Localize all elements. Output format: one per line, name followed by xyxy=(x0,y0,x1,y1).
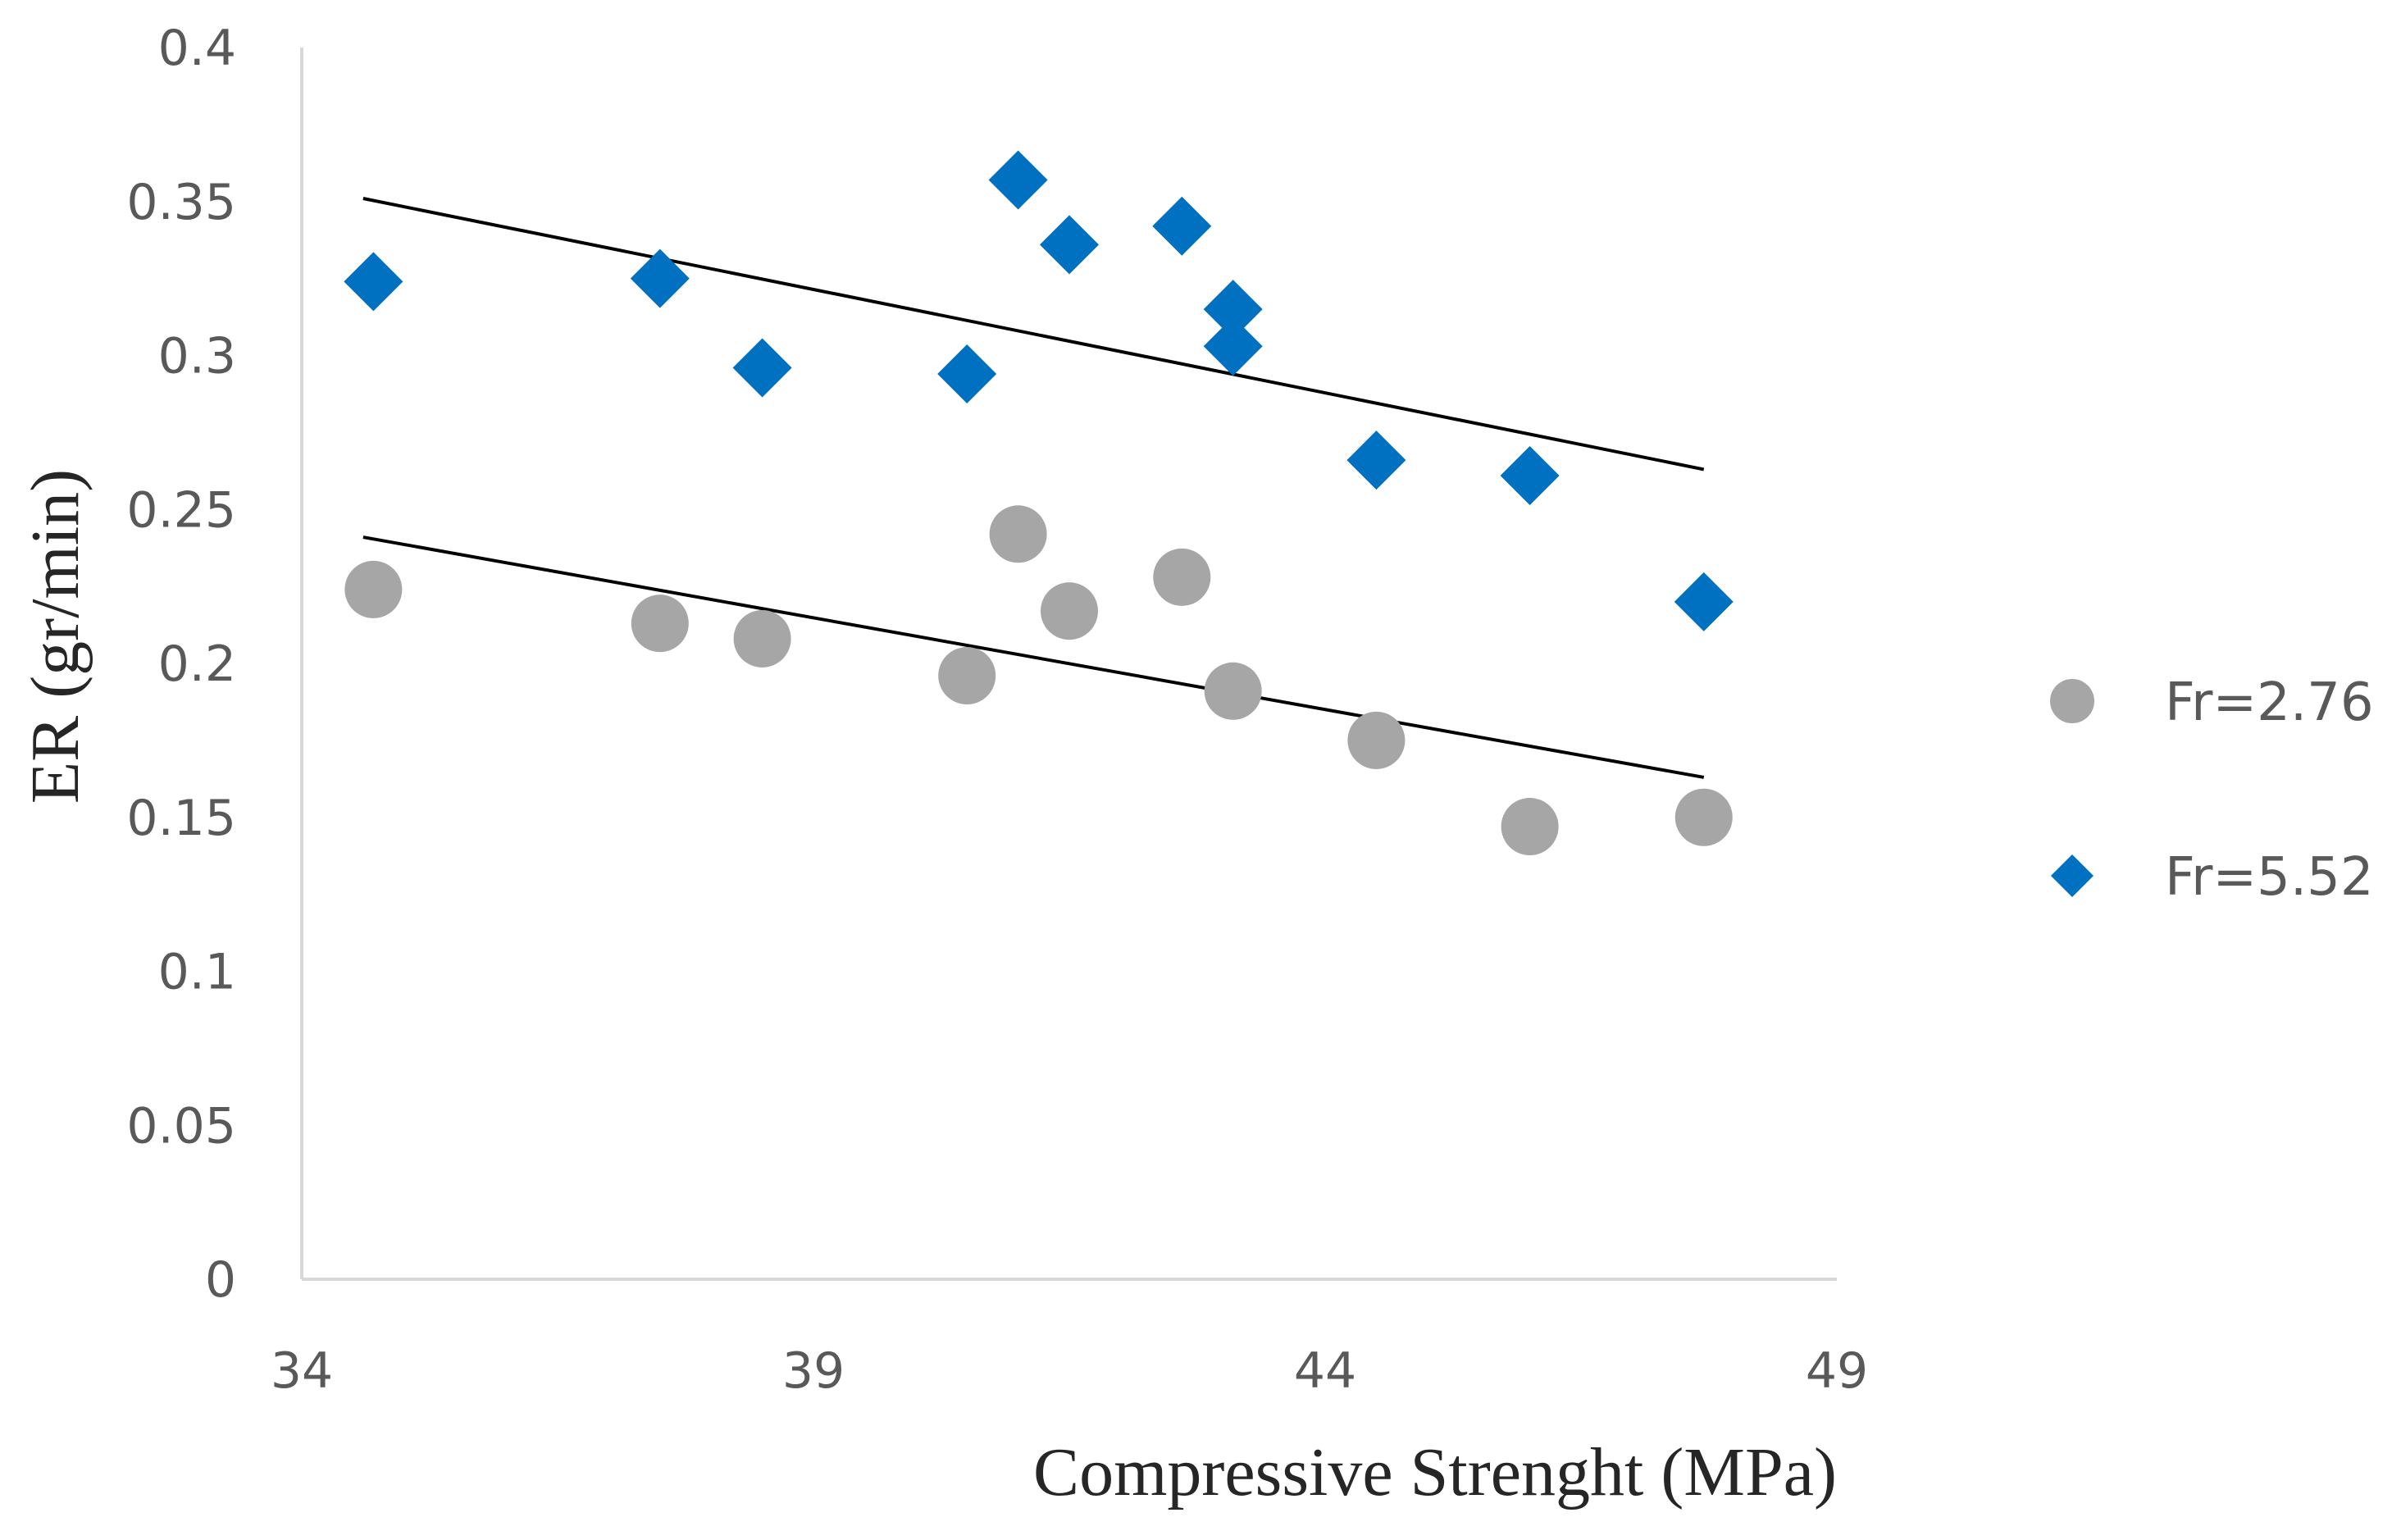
y-tick-label: 0.05 xyxy=(126,1097,236,1155)
x-tick-label: 44 xyxy=(1294,1342,1356,1400)
point-fr-5-52 xyxy=(1500,445,1560,505)
x-tick-label: 39 xyxy=(782,1342,845,1400)
point-fr-2-76 xyxy=(1674,788,1733,846)
point-fr-5-52 xyxy=(630,248,690,308)
x-axis-title: Compressive Strenght (MPa) xyxy=(1033,1434,1837,1510)
point-fr-2-76 xyxy=(631,595,689,653)
legend-label-fr-5-52: Fr=5.52 xyxy=(2165,847,2374,908)
point-fr-5-52 xyxy=(1040,215,1099,275)
y-tick-label: 0.25 xyxy=(126,481,236,539)
point-fr-5-52 xyxy=(1152,196,1212,256)
point-fr-2-76 xyxy=(1153,548,1211,606)
y-tick-label: 0 xyxy=(205,1251,236,1309)
point-fr-5-52 xyxy=(732,338,792,398)
point-fr-2-76 xyxy=(733,609,791,667)
x-tick-labels: 34 39 44 49 xyxy=(271,1342,1868,1400)
point-fr-5-52 xyxy=(1674,572,1734,631)
trendlines xyxy=(362,197,1705,779)
legend-label-fr-2-76: Fr=2.76 xyxy=(2165,672,2374,733)
point-fr-5-52 xyxy=(1203,317,1263,376)
data-points xyxy=(344,150,1734,856)
point-fr-2-76 xyxy=(1041,582,1098,640)
point-fr-2-76 xyxy=(1204,662,1262,720)
y-tick-label: 0.3 xyxy=(158,328,236,385)
point-fr-2-76 xyxy=(344,560,403,618)
y-tick-label: 0.1 xyxy=(158,944,236,1001)
legend: Fr=2.76 Fr=5.52 xyxy=(2050,672,2374,908)
point-fr-5-52 xyxy=(937,344,997,404)
x-tick-label: 49 xyxy=(1806,1342,1868,1400)
y-tick-labels: 0 0.05 0.1 0.15 0.2 0.25 0.3 0.35 0.4 xyxy=(126,20,236,1309)
legend-marker-fr-2-76 xyxy=(2050,679,2094,723)
y-tick-label: 0.35 xyxy=(126,174,236,231)
point-fr-2-76 xyxy=(1501,798,1559,856)
trendline-fr-5-52 xyxy=(362,197,1705,472)
y-tick-label: 0.2 xyxy=(158,636,236,693)
axes xyxy=(300,48,1837,1281)
point-fr-5-52 xyxy=(1346,431,1406,490)
point-fr-2-76 xyxy=(1347,711,1406,769)
y-axis-title: ER (gr/min) xyxy=(17,469,93,804)
y-tick-label: 0.15 xyxy=(126,790,236,847)
point-fr-2-76 xyxy=(938,647,996,705)
x-tick-label: 34 xyxy=(271,1342,333,1400)
point-fr-5-52 xyxy=(1203,280,1263,339)
trendline-fr-2-76 xyxy=(362,535,1705,779)
point-fr-2-76 xyxy=(989,505,1047,563)
y-tick-label: 0.4 xyxy=(158,20,236,77)
point-fr-5-52 xyxy=(988,150,1048,210)
legend-marker-fr-5-52 xyxy=(2051,854,2094,897)
point-fr-5-52 xyxy=(344,252,403,312)
